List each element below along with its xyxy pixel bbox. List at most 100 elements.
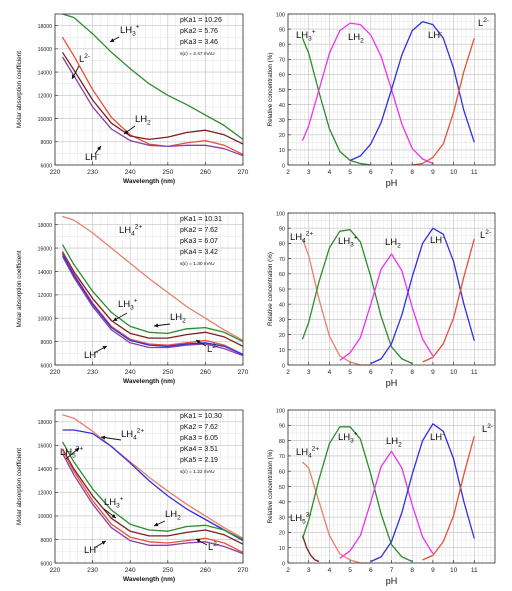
x-tick-label: 240 — [125, 169, 136, 176]
x-tick-label: 10 — [450, 369, 458, 376]
species-label: L2- — [207, 343, 218, 355]
series-line-lh- — [61, 56, 244, 157]
y-tick-label: 12000 — [38, 491, 53, 497]
x-tick-label: 260 — [200, 169, 211, 176]
pka-parameter: s(ε) = 1.22 mAU — [180, 469, 215, 475]
series-line-lh5-3- — [301, 535, 320, 563]
x-tick-label: 6 — [369, 567, 373, 574]
x-tick-label: 11 — [471, 369, 478, 376]
y-tick-label: 20 — [279, 133, 285, 139]
y-tick-label: 6000 — [40, 561, 52, 567]
x-tick-label: 240 — [125, 567, 136, 574]
x-tick-label: 260 — [200, 369, 211, 376]
x-tick-label: 220 — [50, 567, 61, 574]
series-line-lh2 — [301, 22, 434, 165]
x-tick-label: 2 — [286, 369, 290, 376]
label-arrowhead — [111, 514, 116, 518]
series-line-lh2 — [61, 251, 244, 347]
y-tick-label: 0 — [282, 363, 285, 369]
x-axis-title: pH — [386, 178, 398, 188]
y-tick-label: 40 — [279, 500, 285, 506]
species-label: L2- — [478, 17, 489, 29]
x-tick-label: 11 — [471, 567, 478, 574]
species-label: LH2 — [385, 237, 401, 250]
pka-parameter: s(ε) = 1.30 mAU — [180, 261, 215, 267]
x-tick-label: 8 — [410, 369, 414, 376]
species-label: LH- — [428, 29, 442, 41]
label-arrowhead — [74, 448, 79, 453]
y-axis-title: Relative concentration (%) — [267, 252, 274, 326]
chart-panel-3: 220 230 240 250 260 270 6000 8000 10000 12000 1400… — [16, 212, 249, 385]
y-tick-label: 80 — [279, 439, 285, 445]
series-line-lh- — [61, 255, 244, 357]
x-tick-label: 220 — [50, 369, 61, 376]
y-tick-label: 20 — [279, 333, 285, 339]
y-tick-label: 6000 — [40, 163, 52, 169]
series-line-lh2 — [61, 448, 244, 545]
pka-parameter: pKa4 = 3.51 — [180, 446, 218, 453]
x-axis-title: Wavelength (nm) — [123, 576, 175, 583]
x-tick-label: 240 — [125, 369, 136, 376]
y-tick-label: 10000 — [38, 117, 53, 123]
series-line-lh- — [370, 227, 475, 365]
series-line-l2- — [61, 36, 244, 156]
y-tick-label: 80 — [279, 242, 285, 248]
pka-parameter: pKa1 = 10.31 — [180, 216, 222, 223]
species-label: LH3+ — [338, 431, 358, 445]
label-arrowhead — [196, 340, 201, 344]
plot-frame — [54, 13, 244, 166]
y-tick-label: 90 — [279, 227, 285, 233]
chart-panel-4: 2 3 4 5 6 7 8 9 10 11 0 10 20 30 40 50 60 70 80 90 100 pH Rela… — [267, 211, 496, 388]
x-tick-label: 8 — [410, 169, 414, 176]
series-line-l2- — [422, 238, 475, 363]
species-label: LH3+ — [104, 496, 124, 510]
series-line-lh4-2- — [302, 461, 371, 564]
x-tick-label: 220 — [50, 169, 61, 176]
y-axis-title: Relative concentration (%) — [267, 450, 274, 524]
y-tick-label: 100 — [276, 211, 285, 217]
species-label: LH3+ — [338, 235, 358, 249]
x-tick-label: 3 — [307, 369, 311, 376]
y-axis-title: Relative concentration (%) — [267, 53, 274, 127]
series-line-lh3- — [61, 244, 244, 343]
y-tick-label: 16000 — [38, 444, 53, 450]
y-tick-label: 50 — [279, 287, 285, 293]
x-tick-label: 5 — [348, 567, 352, 574]
x-tick-label: 6 — [369, 169, 373, 176]
series-line-l2- — [61, 449, 244, 553]
species-label: LH3+ — [120, 24, 140, 38]
species-label: LH- — [85, 151, 99, 163]
x-tick-label: 230 — [87, 369, 98, 376]
x-tick-label: 250 — [162, 169, 173, 176]
pka-parameter: pKa3 = 6.05 — [180, 435, 218, 442]
y-tick-label: 12000 — [38, 293, 53, 299]
pka-parameter: pKa1 = 10.30 — [180, 413, 222, 420]
species-label: LH42+ — [296, 446, 319, 460]
y-tick-label: 70 — [279, 58, 285, 64]
species-label: LH- — [84, 544, 98, 556]
y-axis-title: Molar absorption coefficient — [16, 250, 23, 327]
chart-panel-1: 220 230 240 250 260 270 6000 8000 10000 12000 1400… — [16, 13, 249, 185]
label-arrowhead — [101, 541, 106, 545]
species-label: LH2 — [348, 32, 364, 45]
y-tick-label: 14000 — [38, 70, 53, 76]
species-label: L2- — [480, 229, 491, 241]
pka-parameter: pKa2 = 5.76 — [180, 28, 218, 35]
y-tick-label: 30 — [279, 318, 285, 324]
label-arrowhead — [101, 435, 106, 440]
series-line-lh2 — [339, 450, 434, 559]
pka-parameter: pKa1 = 10.26 — [180, 17, 222, 24]
x-tick-label: 9 — [431, 169, 435, 176]
y-tick-label: 60 — [279, 272, 285, 278]
series-line-lh- — [349, 20, 475, 162]
y-tick-label: 10000 — [38, 514, 53, 520]
x-tick-label: 10 — [450, 567, 458, 574]
y-tick-label: 8000 — [40, 140, 52, 146]
y-tick-label: 80 — [279, 43, 285, 49]
y-tick-label: 8000 — [40, 340, 52, 346]
x-tick-label: 6 — [369, 369, 373, 376]
series-line-lh3- — [301, 229, 413, 365]
y-axis-title: Molar absorption coefficient — [16, 51, 23, 128]
species-label: L2- — [208, 541, 219, 553]
x-tick-label: 9 — [431, 369, 435, 376]
